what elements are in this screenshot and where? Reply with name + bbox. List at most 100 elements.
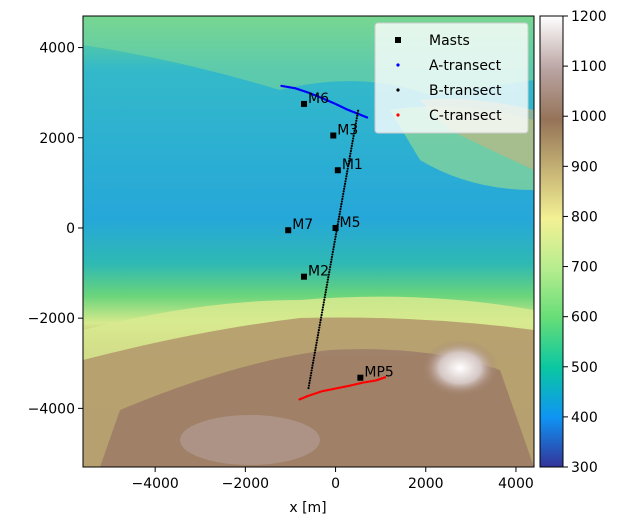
colorbar-tick-label: 700	[571, 260, 598, 276]
transect-point	[332, 248, 335, 251]
transect-point	[328, 268, 331, 271]
transect-point	[308, 379, 311, 382]
transect-point	[343, 187, 346, 190]
mast-label: MP5	[364, 365, 393, 381]
transect-point	[315, 344, 318, 347]
transect-point	[329, 265, 332, 269]
transect-point	[318, 323, 321, 327]
transect-point	[325, 286, 328, 289]
transect-point	[334, 238, 337, 241]
transect-point	[307, 386, 310, 390]
transect-point	[320, 311, 324, 314]
transect-point	[353, 129, 356, 132]
transect-point	[330, 258, 333, 261]
transect-point	[366, 116, 369, 119]
transect-point	[342, 192, 345, 196]
transect-point	[307, 384, 311, 387]
mast-label: M1	[342, 157, 363, 173]
transect-point	[321, 306, 325, 309]
transect-point	[324, 293, 327, 296]
transect-point	[345, 175, 348, 178]
transect-point	[311, 361, 315, 364]
transect-point	[354, 124, 357, 127]
legend-marker	[396, 113, 400, 117]
transect-point	[322, 301, 325, 304]
transect-point	[339, 207, 342, 211]
legend-marker	[396, 88, 400, 92]
transect-point	[334, 235, 337, 238]
transect-point	[342, 190, 345, 193]
transect-point	[312, 359, 315, 362]
transect-point	[317, 331, 320, 334]
y-tick-label: 4000	[39, 41, 75, 57]
legend-label: B-transect	[429, 83, 502, 99]
transect-point	[308, 381, 311, 385]
transect-point	[348, 157, 351, 160]
mast-marker	[285, 227, 292, 234]
colorbar-gradient	[539, 15, 564, 468]
transect-point	[326, 281, 329, 284]
transect-point	[335, 230, 338, 233]
transect-point	[338, 215, 341, 218]
transect-point	[341, 197, 344, 201]
transect-point	[309, 374, 312, 377]
x-tick-label: −4000	[131, 476, 178, 492]
transect-point	[337, 218, 340, 221]
transect-point	[354, 122, 357, 125]
transect-point	[347, 162, 350, 165]
transect-point	[320, 313, 323, 317]
transect-point	[351, 139, 354, 143]
transect-point	[319, 321, 322, 324]
transect-point	[344, 177, 348, 180]
legend-label: A-transect	[429, 58, 502, 74]
masts-layer: M6 M3 M1 M5 M7 M2 MP5	[285, 91, 394, 381]
legend: Masts A-transect B-transect C-transect	[374, 22, 529, 134]
transect-point	[343, 182, 347, 185]
colorbar-tick-label: 400	[571, 410, 598, 426]
transect-point	[349, 152, 352, 155]
transect-point	[323, 296, 326, 299]
transect-point	[350, 147, 353, 150]
transect-point	[322, 303, 325, 306]
mast-label: M5	[340, 215, 361, 231]
transect-point	[314, 349, 317, 352]
transect-point	[348, 154, 352, 158]
transect-point	[315, 341, 318, 344]
transect-point	[323, 298, 326, 301]
transect-point	[334, 233, 338, 236]
transect-point	[331, 250, 334, 254]
mast-marker	[300, 273, 307, 280]
transect-point	[345, 172, 348, 175]
transect-point	[320, 316, 323, 319]
x-axis: −4000 −2000 0 2000 4000	[131, 467, 534, 492]
legend-marker	[395, 37, 401, 43]
x-tick-label: 4000	[498, 476, 534, 492]
transect-point	[353, 127, 357, 130]
transect-point	[324, 291, 327, 294]
transect-point	[338, 212, 341, 216]
transect-point	[319, 318, 322, 322]
transect-point	[310, 369, 313, 372]
y-axis: −4000 −2000 0 2000 4000	[28, 41, 83, 417]
transect-point	[326, 278, 329, 281]
transect-point	[315, 339, 319, 342]
x-tick-label: 0	[331, 476, 340, 492]
transect-point	[347, 165, 350, 168]
transect-point	[325, 283, 329, 286]
colorbar-tick-label: 900	[571, 159, 598, 175]
mast-marker	[334, 167, 341, 174]
legend-label: C-transect	[429, 108, 502, 124]
y-tick-label: 0	[66, 221, 75, 237]
transect-point	[318, 326, 321, 329]
transect-point	[355, 117, 358, 120]
transect-point	[352, 137, 355, 140]
transect-point	[329, 263, 332, 266]
transect-point	[336, 223, 339, 226]
y-tick-label: 2000	[39, 131, 75, 147]
transect-point	[330, 255, 334, 259]
transect-point	[310, 371, 313, 375]
transect-point	[314, 346, 317, 349]
transect-point	[324, 288, 328, 291]
transect-point	[313, 354, 316, 357]
